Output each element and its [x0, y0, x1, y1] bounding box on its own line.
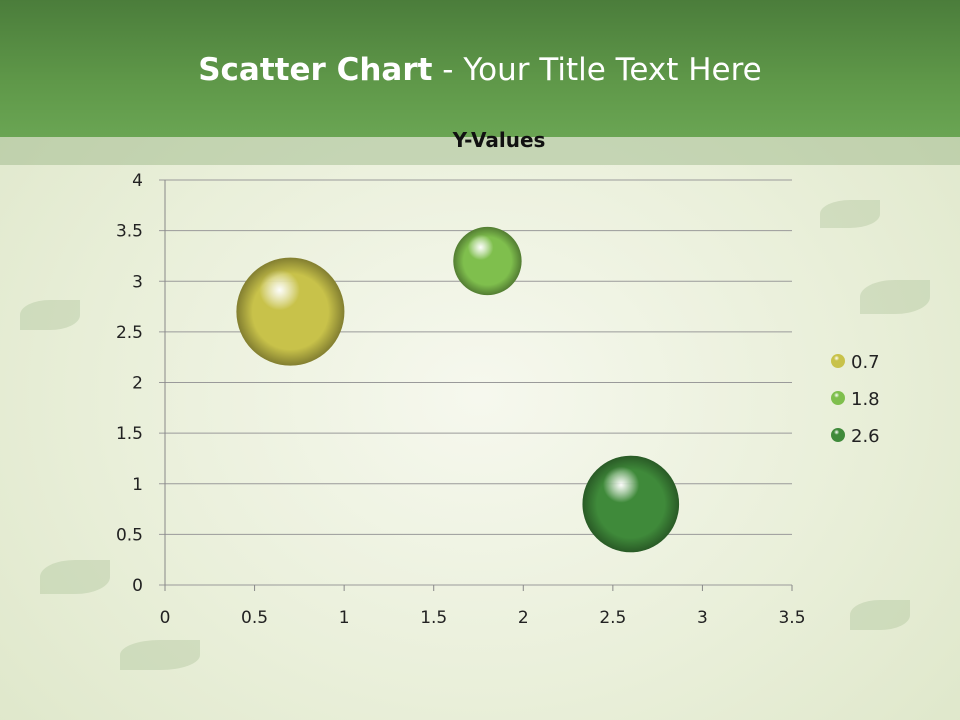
y-tick-label: 0.5 — [116, 525, 143, 545]
x-tick-label: 3.5 — [778, 608, 805, 628]
legend-label: 0.7 — [851, 352, 880, 373]
x-tick-label: 0 — [160, 608, 171, 628]
leaf-decoration — [40, 560, 110, 594]
legend-marker — [831, 391, 845, 405]
legend-label: 1.8 — [851, 389, 880, 410]
y-tick-label: 1 — [132, 475, 143, 495]
title-rest: - Your Title Text Here — [432, 52, 762, 88]
header-band — [0, 137, 960, 165]
chart-title: Y-Values — [452, 128, 546, 152]
y-tick-label: 4 — [132, 171, 143, 191]
x-tick-label: 3 — [697, 608, 708, 628]
x-tick-label: 2 — [518, 608, 529, 628]
leaf-decoration — [20, 300, 80, 330]
title-bold: Scatter Chart — [198, 52, 433, 88]
y-tick-label: 2 — [132, 374, 143, 394]
x-tick-label: 0.5 — [241, 608, 268, 628]
bubble-shade — [582, 455, 680, 553]
bubble-shade — [453, 226, 522, 296]
legend-marker — [831, 354, 845, 368]
x-tick-label: 2.5 — [599, 608, 626, 628]
legend-label: 2.6 — [851, 426, 880, 447]
bubble-shade — [236, 257, 345, 366]
slide-header — [0, 0, 960, 137]
x-tick-label: 1.5 — [420, 608, 447, 628]
leaf-decoration — [860, 280, 930, 314]
x-tick-label: 1 — [339, 608, 350, 628]
leaf-decoration — [820, 200, 880, 228]
y-tick-label: 3 — [132, 272, 143, 292]
slide-title: Scatter Chart - Your Title Text Here — [0, 52, 960, 88]
y-tick-label: 1.5 — [116, 424, 143, 444]
leaf-decoration — [850, 600, 910, 630]
y-tick-label: 3.5 — [116, 222, 143, 242]
y-tick-label: 2.5 — [116, 323, 143, 343]
y-tick-label: 0 — [132, 576, 143, 596]
leaf-decoration — [120, 640, 200, 670]
legend-marker — [831, 428, 845, 442]
